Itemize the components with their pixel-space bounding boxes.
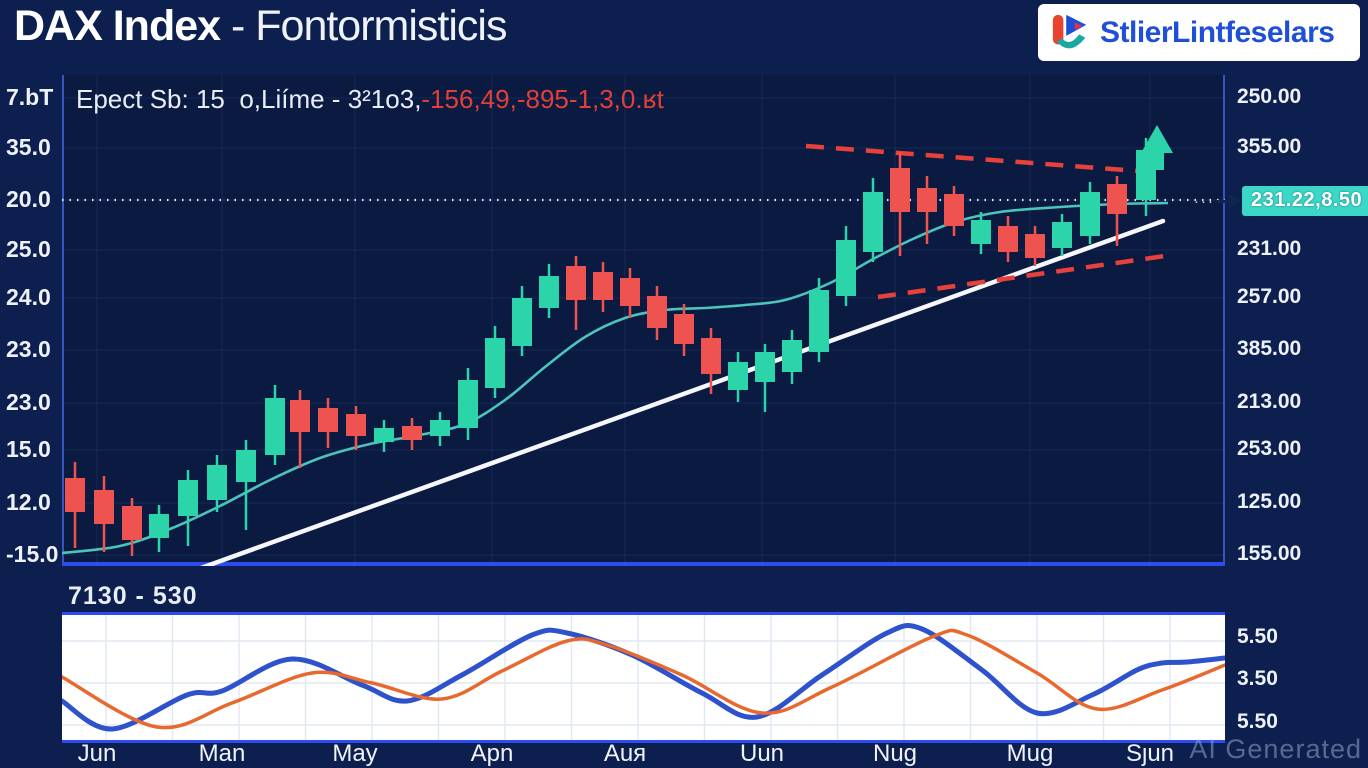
page-title: DAX Index - Fontormisticis — [14, 2, 507, 51]
price-tag: 231.22,8.50 — [1242, 186, 1368, 216]
oscillator-axis-label: 5.50 — [1237, 625, 1278, 648]
legend-text: Epect Sb: 15 o,Liíme - 3²1o3, — [76, 84, 422, 114]
main-chart-plot — [62, 75, 1225, 566]
month-label: Apn — [470, 740, 514, 767]
left-axis-label: 35.0 — [6, 134, 51, 160]
right-axis-label: 250.00 — [1237, 85, 1302, 108]
candle — [863, 178, 883, 262]
left-axis-label: 25.0 — [6, 236, 51, 262]
month-label: May — [332, 740, 378, 767]
candle — [593, 262, 613, 312]
candle — [1052, 214, 1072, 256]
month-label: Jun — [77, 740, 117, 767]
candle — [346, 406, 366, 450]
brand-logo-text: StlierLintfeselars — [1100, 15, 1335, 49]
right-axis-label: 155.00 — [1237, 542, 1302, 565]
price-tag-row: ··· 231.22,8.50 — [1194, 185, 1368, 217]
right-axis-label: 385.00 — [1237, 337, 1302, 360]
candle — [1107, 176, 1127, 246]
month-label: Nug — [872, 740, 918, 767]
chart-legend: Epect Sb: 15 o,Liíme - 3²1o3,-156,49,-89… — [76, 84, 664, 115]
right-axis-label: 355.00 — [1237, 135, 1302, 158]
candle — [890, 152, 910, 256]
left-axis-label: 24.0 — [6, 284, 51, 310]
oscillator-axis-label: 3.50 — [1237, 667, 1278, 690]
right-axis-label: 231.00 — [1237, 237, 1302, 260]
candle — [998, 216, 1018, 262]
right-axis-label: 253.00 — [1237, 437, 1302, 460]
month-label: Sȷun — [1125, 740, 1175, 767]
candle — [94, 476, 114, 552]
month-label: Uun — [739, 740, 785, 767]
ai-generated-watermark: AI Generated — [1189, 734, 1362, 764]
candle — [566, 256, 586, 330]
candle — [265, 385, 285, 465]
indicator-range-label: 7130 - 530 — [68, 582, 198, 610]
candle — [458, 368, 478, 440]
candle — [836, 226, 856, 306]
left-axis-label: 7.bT — [6, 84, 54, 110]
oscillator-axis-label: 5.50 — [1237, 710, 1278, 733]
candle — [122, 498, 142, 556]
candle — [917, 176, 937, 244]
candle — [402, 418, 422, 450]
candle — [149, 505, 169, 552]
left-axis-label: -15.0 — [6, 541, 59, 567]
left-axis-label: 23.0 — [6, 336, 51, 362]
candle — [755, 344, 775, 412]
candle — [178, 470, 198, 546]
candle — [318, 398, 338, 448]
dotted-line-dots: ··· — [1194, 192, 1215, 210]
left-axis-label: 12.0 — [6, 489, 51, 515]
candle — [728, 352, 748, 402]
oscillator-panel — [62, 612, 1225, 743]
candle — [65, 462, 85, 548]
candle — [1080, 182, 1100, 244]
candle — [430, 412, 450, 446]
candle — [512, 286, 532, 356]
candle — [207, 455, 227, 512]
candle — [944, 186, 964, 236]
orange-line — [62, 628, 1225, 730]
title-subtitle: - Fontormisticis — [220, 2, 507, 50]
candle — [485, 326, 505, 398]
candle — [701, 328, 721, 394]
left-axis-label: 23.0 — [6, 389, 51, 415]
candle — [971, 212, 991, 254]
brand-logo: StlierLintfeselars — [1038, 4, 1360, 61]
right-axis-label: 213.00 — [1237, 390, 1302, 413]
candle — [647, 286, 667, 340]
candle — [809, 278, 829, 362]
candle — [374, 420, 394, 452]
legend-values-red: -156,49,-895-1,3,0.ʁt — [421, 84, 664, 114]
left-axis-label: 20.0 — [6, 186, 51, 212]
candle — [236, 440, 256, 530]
brand-logo-icon — [1052, 14, 1087, 48]
right-axis-label: 257.00 — [1237, 285, 1302, 308]
right-axis-label: 125.00 — [1237, 490, 1302, 513]
month-label: Man — [198, 740, 246, 767]
blue-line — [62, 623, 1225, 732]
candle — [539, 264, 559, 318]
up-arrow-icon — [1141, 125, 1173, 170]
candle — [782, 330, 802, 384]
candle — [674, 304, 694, 356]
candle — [1025, 226, 1045, 266]
month-label: Auя — [603, 740, 647, 767]
candlestick-chart — [62, 75, 1225, 566]
price-tag-pointer-icon — [1229, 194, 1242, 208]
month-label: Mug — [1006, 740, 1054, 767]
candle — [290, 390, 310, 468]
price-tag-pointer-line — [1217, 199, 1229, 203]
title-main: DAX Index — [14, 2, 221, 50]
left-axis-label: 15.0 — [6, 436, 51, 462]
oscillator-chart — [62, 615, 1225, 740]
candle — [620, 268, 640, 318]
